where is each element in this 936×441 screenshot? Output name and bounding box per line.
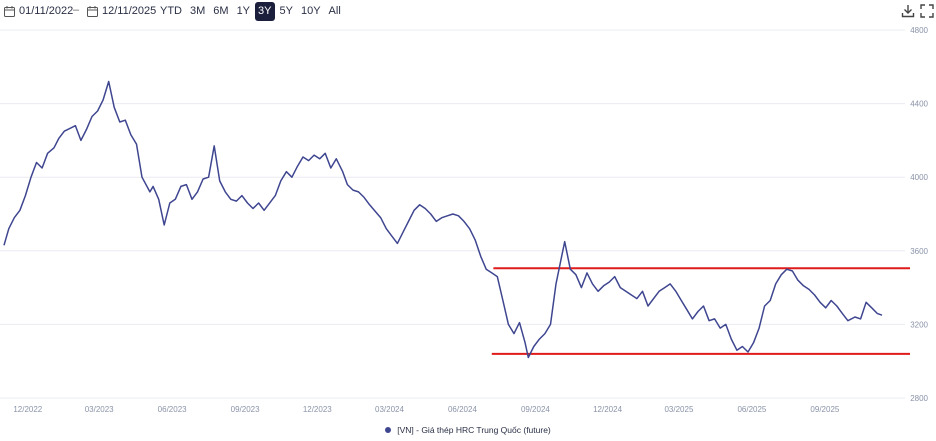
legend-label: [VN] - Giá thép HRC Trung Quốc (future): [397, 425, 551, 435]
range-button-1y[interactable]: 1Y: [236, 5, 251, 17]
x-tick-label: 09/2024: [521, 405, 550, 414]
y-tick-label: 4400: [910, 100, 928, 109]
legend-marker: [385, 427, 392, 433]
calendar-icon: [87, 5, 98, 17]
x-tick-label: 06/2025: [737, 405, 766, 414]
date-to-picker[interactable]: 12/11/2025: [87, 3, 156, 19]
price-line-chart[interactable]: 2800 3200 3600 4000 4400 4800 12/2022 03/2023 0…: [0, 24, 936, 420]
date-from-value: 01/11/2022: [19, 5, 74, 17]
y-axis-ticks: 2800 3200 3600 4000 4400 4800: [910, 26, 928, 403]
range-button-3m[interactable]: 3M: [190, 5, 206, 17]
chart-toolbar: 01/11/2022 – 12/11/2025 YTD 3M 6M 1Y 3Y 5Y 10Y…: [0, 0, 936, 24]
expand-icon[interactable]: [920, 4, 934, 18]
x-tick-label: 12/2023: [303, 405, 332, 414]
calendar-icon: [4, 5, 15, 17]
x-tick-label: 12/2022: [13, 405, 42, 414]
annotation-lines: [491, 267, 910, 355]
series-line[interactable]: [3, 80, 883, 359]
x-tick-label: 09/2023: [231, 405, 260, 414]
grid-lines: [0, 29, 905, 399]
range-button-all[interactable]: All: [328, 5, 341, 17]
date-to-value: 12/11/2025: [102, 5, 157, 17]
series-layer: [3, 80, 883, 359]
range-selector: YTD 3M 6M 1Y 3Y 5Y 10Y All: [157, 2, 346, 21]
x-tick-label: 03/2024: [375, 405, 404, 414]
x-tick-label: 06/2023: [158, 405, 187, 414]
x-tick-label: 03/2025: [664, 405, 693, 414]
y-tick-label: 3600: [910, 247, 928, 256]
y-tick-label: 3200: [910, 320, 928, 329]
x-tick-label: 12/2024: [593, 405, 622, 414]
range-button-6m[interactable]: 6M: [213, 5, 229, 17]
range-button-3y[interactable]: 3Y: [255, 2, 275, 21]
download-icon[interactable]: [901, 4, 915, 18]
y-tick-label: 4800: [910, 26, 928, 35]
x-tick-label: 03/2023: [85, 405, 114, 414]
x-tick-label: 09/2025: [810, 405, 839, 414]
range-button-10y[interactable]: 10Y: [300, 5, 321, 17]
x-axis-ticks: 12/2022 03/2023 06/2023 09/2023 12/2023 03/20…: [13, 405, 840, 414]
date-from-picker[interactable]: 01/11/2022: [4, 3, 73, 19]
y-tick-label: 2800: [910, 394, 928, 403]
range-button-5y[interactable]: 5Y: [279, 5, 293, 17]
chart-legend[interactable]: [VN] - Giá thép HRC Trung Quốc (future): [0, 421, 936, 439]
x-tick-label: 06/2024: [448, 405, 477, 414]
range-button-ytd[interactable]: YTD: [160, 5, 182, 17]
date-separator: –: [73, 4, 80, 16]
y-tick-label: 4000: [910, 173, 928, 182]
